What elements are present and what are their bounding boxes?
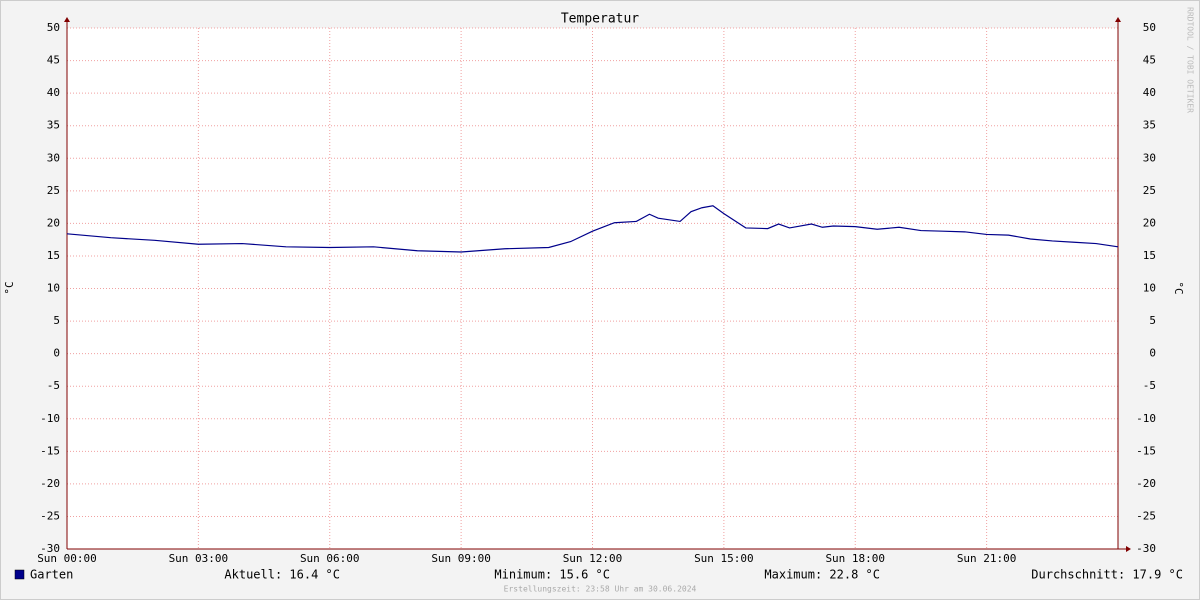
y-tick-label: 25 <box>47 184 60 197</box>
arrow <box>1115 17 1121 22</box>
y-tick-label: 0 <box>1149 347 1156 360</box>
x-tick-label: Sun 09:00 <box>431 552 491 565</box>
arrow <box>1126 546 1131 552</box>
stat-label: Durchschnitt: 17.9 °C <box>1031 568 1183 582</box>
legend-label: Garten <box>30 568 73 582</box>
y-tick-label: -5 <box>47 379 60 392</box>
y-tick-label: 5 <box>53 314 60 327</box>
y-tick-label: 35 <box>47 119 60 132</box>
y-axis-label: °C <box>3 281 16 294</box>
y-tick-label: 10 <box>47 282 60 295</box>
x-tick-label: Sun 06:00 <box>300 552 360 565</box>
watermark: RRDTOOL / TOBI OETIKER <box>1186 7 1195 113</box>
y-tick-label: 50 <box>1143 21 1156 34</box>
chart-title: Temperatur <box>561 12 639 27</box>
y-tick-label: -25 <box>40 509 60 522</box>
y-tick-label: -15 <box>1136 444 1156 457</box>
y-tick-label: 0 <box>53 347 60 360</box>
y-tick-label: 40 <box>47 86 60 99</box>
y-tick-label: -30 <box>40 542 60 555</box>
y-tick-label: -25 <box>1136 509 1156 522</box>
legend-swatch <box>14 569 25 580</box>
y-tick-label: 10 <box>1143 282 1156 295</box>
y-tick-label: 45 <box>47 54 60 67</box>
y-tick-label: 35 <box>1143 119 1156 132</box>
line <box>66 205 1119 253</box>
y-tick-label: -5 <box>1143 379 1156 392</box>
y-axis-label: °C <box>1172 281 1185 294</box>
footnote: Erstellungszeit: 23:58 Uhr am 30.06.2024 <box>504 585 697 594</box>
y-tick-label: 5 <box>1149 314 1156 327</box>
arrow <box>64 17 70 22</box>
y-tick-label: 50 <box>47 21 60 34</box>
stat-label: Maximum: 22.8 °C <box>764 568 880 582</box>
y-tick-label: -10 <box>1136 412 1156 425</box>
y-tick-label: -20 <box>40 477 60 490</box>
x-tick-label: Sun 03:00 <box>169 552 229 565</box>
y-tick-label: 20 <box>47 216 60 229</box>
y-tick-label: 20 <box>1143 216 1156 229</box>
y-tick-label: 40 <box>1143 86 1156 99</box>
y-tick-label: 30 <box>47 151 60 164</box>
y-tick-label: -10 <box>40 412 60 425</box>
y-tick-label: -20 <box>1136 477 1156 490</box>
y-tick-label: 15 <box>47 249 60 262</box>
x-tick-label: Sun 15:00 <box>694 552 754 565</box>
y-tick-label: 25 <box>1143 184 1156 197</box>
x-tick-label: Sun 12:00 <box>563 552 623 565</box>
x-tick-label: Sun 21:00 <box>957 552 1017 565</box>
y-tick-label: -30 <box>1136 542 1156 555</box>
stat-label: Minimum: 15.6 °C <box>494 568 610 582</box>
stat-label: Aktuell: 16.4 °C <box>224 568 340 582</box>
y-tick-label: 30 <box>1143 151 1156 164</box>
y-tick-label: 15 <box>1143 249 1156 262</box>
y-tick-label: -15 <box>40 444 60 457</box>
x-tick-label: Sun 18:00 <box>825 552 885 565</box>
y-tick-label: 45 <box>1143 54 1156 67</box>
x-tick-label: Sun 00:00 <box>37 552 97 565</box>
